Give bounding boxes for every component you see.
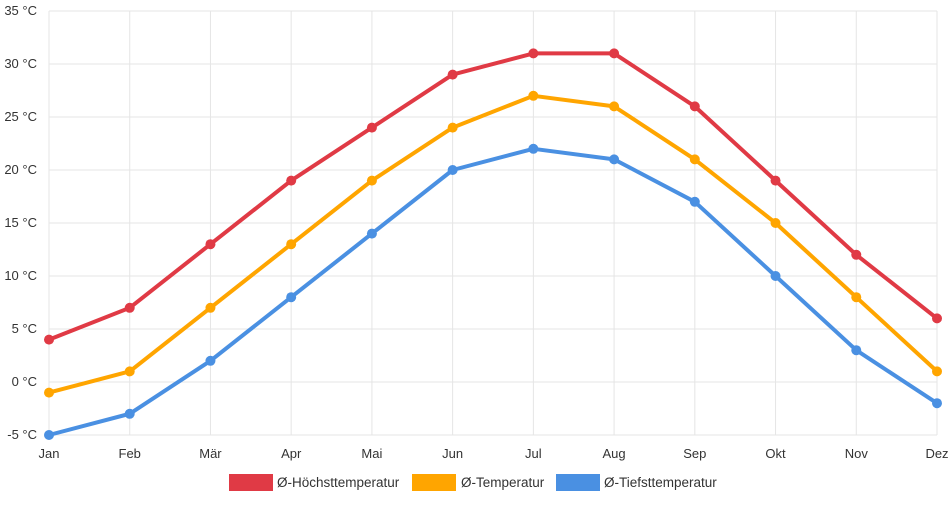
data-point[interactable] xyxy=(366,228,377,239)
data-point[interactable] xyxy=(286,239,297,250)
data-point[interactable] xyxy=(124,302,135,313)
data-point[interactable] xyxy=(932,366,942,377)
x-tick-label: Jun xyxy=(442,446,463,461)
y-tick-label: 20 °C xyxy=(4,162,37,177)
data-point[interactable] xyxy=(286,292,297,303)
data-point[interactable] xyxy=(124,366,135,377)
legend-label: Ø-Tiefsttemperatur xyxy=(604,475,717,490)
legend-item[interactable]: Ø-Tiefsttemperatur xyxy=(556,474,717,491)
series-line xyxy=(47,146,939,437)
data-point[interactable] xyxy=(366,175,377,186)
y-tick-label: 5 °C xyxy=(12,321,37,336)
y-tick-label: 15 °C xyxy=(4,215,37,230)
data-point[interactable] xyxy=(447,69,458,80)
data-point[interactable] xyxy=(447,122,458,133)
x-tick-label: Dez xyxy=(925,446,948,461)
data-point[interactable] xyxy=(689,196,700,207)
series-2 xyxy=(44,90,942,398)
data-point[interactable] xyxy=(528,143,539,154)
data-point[interactable] xyxy=(609,101,620,112)
series-line xyxy=(47,93,939,395)
legend[interactable]: Ø-Höchsttemperatur Ø-Temperatur Ø-Tiefstte… xyxy=(229,474,717,491)
x-tick-label: Feb xyxy=(119,446,141,461)
grid xyxy=(48,10,938,436)
x-tick-label: Mai xyxy=(361,446,382,461)
data-point[interactable] xyxy=(124,408,135,419)
data-point[interactable] xyxy=(528,48,539,59)
series xyxy=(44,48,942,440)
y-tick-label: 30 °C xyxy=(4,56,37,71)
x-tick-label: Okt xyxy=(765,446,786,461)
data-point[interactable] xyxy=(609,154,620,165)
data-point[interactable] xyxy=(366,122,377,133)
y-tick-label: 35 °C xyxy=(4,3,37,18)
series-3 xyxy=(44,143,942,440)
data-point[interactable] xyxy=(851,249,862,260)
data-point[interactable] xyxy=(447,165,458,175)
x-tick-label: Mär xyxy=(199,446,222,461)
legend-swatch xyxy=(556,474,600,491)
data-point[interactable] xyxy=(689,154,700,165)
data-point[interactable] xyxy=(609,48,620,59)
series-line xyxy=(47,51,939,342)
x-tick-label: Jan xyxy=(39,446,60,461)
data-point[interactable] xyxy=(286,175,297,186)
legend-swatch xyxy=(229,474,273,491)
x-tick-label: Nov xyxy=(845,446,869,461)
data-point[interactable] xyxy=(770,175,781,186)
y-tick-label: 25 °C xyxy=(4,109,37,124)
y-tick-label: -5 °C xyxy=(7,427,37,442)
data-point[interactable] xyxy=(932,398,942,409)
y-tick-label: 10 °C xyxy=(4,268,37,283)
data-point[interactable] xyxy=(205,302,216,313)
axes: -5 °C 0 °C 5 °C 10 °C 15 °C 20 °C 25 °C 30 °C 35… xyxy=(4,3,948,461)
data-point[interactable] xyxy=(205,239,216,250)
data-point[interactable] xyxy=(44,387,54,398)
legend-swatch xyxy=(412,474,456,491)
x-tick-label: Sep xyxy=(683,446,706,461)
data-point[interactable] xyxy=(770,271,781,281)
legend-label: Ø-Temperatur xyxy=(461,475,545,490)
data-point[interactable] xyxy=(689,101,700,112)
data-point[interactable] xyxy=(44,334,54,345)
legend-item[interactable]: Ø-Höchsttemperatur xyxy=(229,474,400,491)
data-point[interactable] xyxy=(851,292,862,303)
legend-item[interactable]: Ø-Temperatur xyxy=(412,474,545,491)
legend-label: Ø-Höchsttemperatur xyxy=(277,475,400,490)
series-1 xyxy=(44,48,942,345)
x-tick-label: Aug xyxy=(603,446,626,461)
data-point[interactable] xyxy=(770,218,781,228)
y-tick-label: 0 °C xyxy=(12,374,37,389)
data-point[interactable] xyxy=(528,90,539,101)
data-point[interactable] xyxy=(205,355,216,366)
data-point[interactable] xyxy=(851,345,862,356)
data-point[interactable] xyxy=(932,313,942,324)
x-tick-label: Jul xyxy=(525,446,542,461)
data-point[interactable] xyxy=(44,430,54,440)
x-tick-label: Apr xyxy=(281,446,302,461)
